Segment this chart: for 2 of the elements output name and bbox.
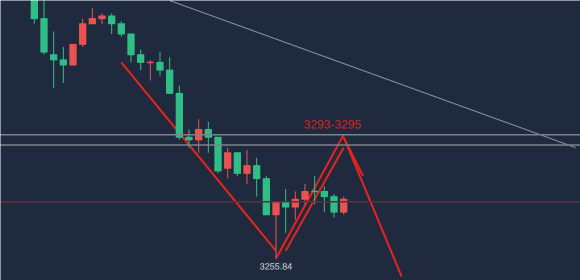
annotation: 3293-3295 [304, 118, 362, 132]
annotation: 3255.84 [260, 262, 292, 272]
